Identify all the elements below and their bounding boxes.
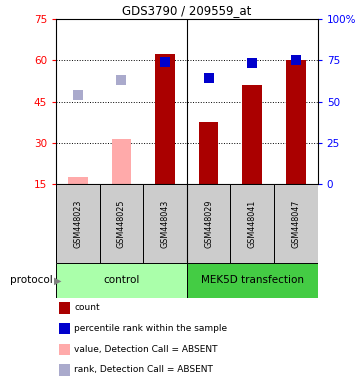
Bar xyxy=(187,184,230,263)
Point xyxy=(249,60,255,66)
Bar xyxy=(58,323,70,334)
Bar xyxy=(286,61,306,184)
Bar xyxy=(58,302,70,314)
Text: ▶: ▶ xyxy=(54,275,62,285)
Point xyxy=(118,77,124,83)
Text: rank, Detection Call = ABSENT: rank, Detection Call = ABSENT xyxy=(74,365,213,374)
Bar xyxy=(56,263,187,298)
Text: GSM448043: GSM448043 xyxy=(161,200,170,248)
Point xyxy=(75,92,81,98)
Bar xyxy=(58,364,70,376)
Bar xyxy=(199,122,218,184)
Point xyxy=(293,58,299,64)
Text: value, Detection Call = ABSENT: value, Detection Call = ABSENT xyxy=(74,345,218,354)
Bar xyxy=(143,184,187,263)
Text: GSM448025: GSM448025 xyxy=(117,199,126,248)
Text: GSM448023: GSM448023 xyxy=(73,200,82,248)
Bar xyxy=(155,54,175,184)
Bar xyxy=(68,177,88,184)
Bar xyxy=(230,184,274,263)
Bar xyxy=(112,139,131,184)
Text: protocol: protocol xyxy=(10,275,52,285)
Point xyxy=(206,75,212,81)
Bar xyxy=(100,184,143,263)
Text: GSM448029: GSM448029 xyxy=(204,199,213,248)
Text: control: control xyxy=(103,275,140,285)
Text: percentile rank within the sample: percentile rank within the sample xyxy=(74,324,227,333)
Text: MEK5D transfection: MEK5D transfection xyxy=(201,275,304,285)
Bar xyxy=(187,263,318,298)
Bar xyxy=(274,184,318,263)
Text: GSM448047: GSM448047 xyxy=(291,200,300,248)
Bar xyxy=(56,184,100,263)
Text: GSM448041: GSM448041 xyxy=(248,200,257,248)
Point xyxy=(162,59,168,65)
Text: count: count xyxy=(74,303,100,313)
Title: GDS3790 / 209559_at: GDS3790 / 209559_at xyxy=(122,3,252,17)
Bar xyxy=(58,344,70,355)
Bar xyxy=(243,85,262,184)
